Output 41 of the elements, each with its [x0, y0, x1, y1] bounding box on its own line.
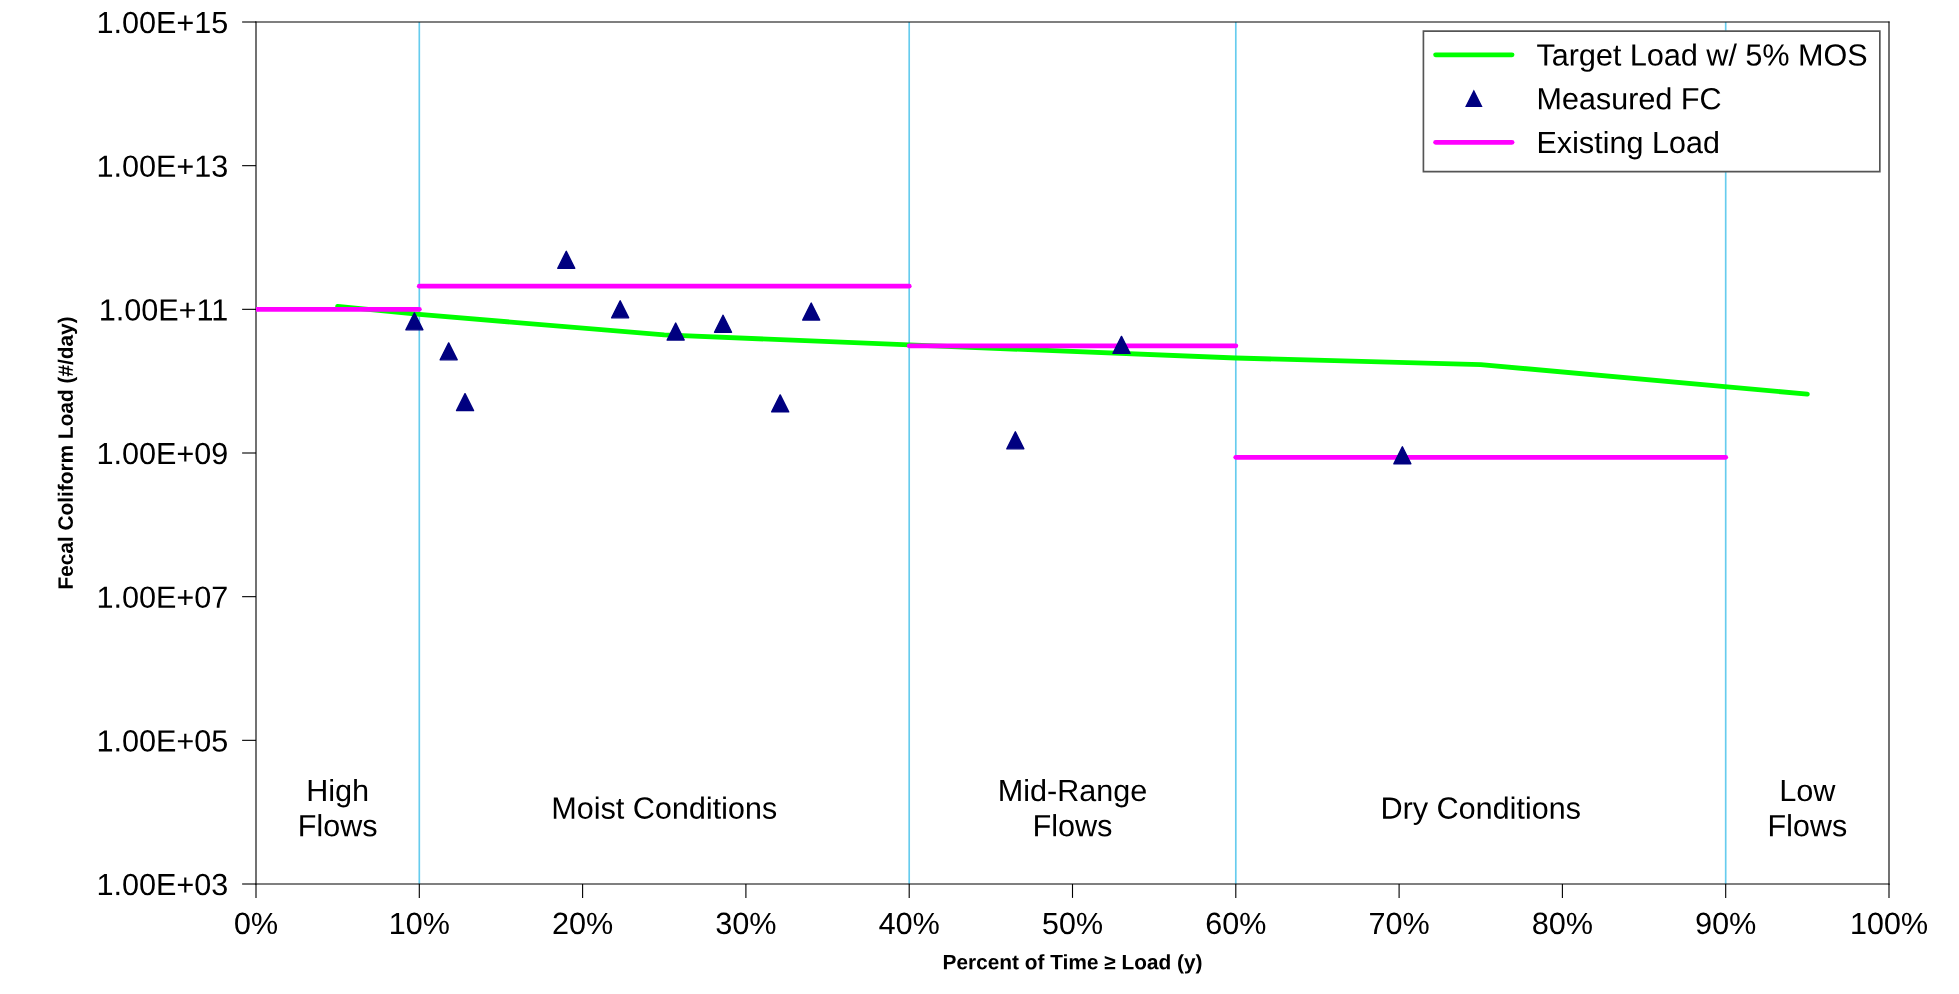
- point: [802, 302, 821, 321]
- annotation: Dry Conditions: [1383, 796, 1580, 825]
- point: [1393, 446, 1412, 465]
- y-tick-label: 1.00E+05: [98, 730, 227, 752]
- point: [1006, 431, 1025, 450]
- y-tick-label: 1.00E+15: [98, 11, 227, 34]
- x-tick-label: 10%: [391, 912, 449, 935]
- x-tick-label: 20%: [553, 912, 613, 935]
- point: [439, 342, 458, 361]
- y-tick-label: 1.00E+11: [101, 299, 227, 321]
- legend-label: Measured FC: [1538, 87, 1721, 110]
- x-axis-title: Percent of Time ≥ Load (y): [943, 954, 1202, 974]
- point: [1112, 335, 1131, 355]
- annotation: Moist Conditions: [553, 796, 777, 819]
- x-tick-label: 80%: [1533, 912, 1592, 935]
- point: [713, 314, 733, 333]
- point: [666, 322, 685, 341]
- point: [455, 392, 475, 412]
- x-tick-label: 0%: [235, 912, 277, 935]
- legend-label: Existing Load: [1538, 130, 1718, 160]
- x-tick-label: 60%: [1206, 912, 1266, 935]
- point: [405, 312, 424, 331]
- annotation: Low Flows: [1769, 780, 1847, 837]
- line-series: [335, 303, 1810, 397]
- x-tick-label: 30%: [716, 912, 776, 935]
- y-tick-label: 1.00E+03: [98, 873, 227, 896]
- y-tick-label: 1.00E+13: [98, 155, 227, 178]
- x-tick-label: 70%: [1370, 912, 1429, 935]
- y-tick-label: 1.00E+09: [98, 442, 227, 465]
- x-tick-label: 90%: [1696, 912, 1756, 935]
- point: [610, 300, 630, 319]
- legend-label: Target Load w/ 5% MOS: [1537, 43, 1867, 72]
- annotation: High Flows: [300, 778, 377, 837]
- point: [770, 394, 790, 413]
- x-tick-label: 40%: [879, 912, 939, 935]
- y-tick-label: 1.00E+07: [98, 586, 227, 609]
- y-axis-title: Fecal Coliform Load (#/day): [57, 317, 78, 589]
- x-tick-label: 50%: [1043, 912, 1102, 935]
- point: [557, 250, 576, 269]
- x-tick-label: 100%: [1852, 912, 1927, 935]
- annotation: Mid-Range Flows: [1000, 778, 1146, 837]
